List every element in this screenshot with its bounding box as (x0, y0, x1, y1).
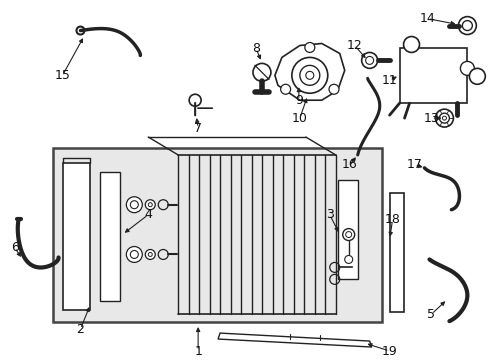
Text: 15: 15 (55, 69, 70, 82)
Circle shape (468, 68, 484, 84)
Text: 5: 5 (427, 308, 435, 321)
Text: 11: 11 (381, 74, 397, 87)
Circle shape (252, 63, 270, 81)
Bar (100, 172, 120, 301)
Text: 8: 8 (251, 42, 260, 55)
Bar (337, 180, 357, 279)
Text: 6: 6 (11, 241, 19, 254)
Text: 18: 18 (384, 213, 400, 226)
Circle shape (328, 84, 338, 94)
Text: 14: 14 (419, 12, 434, 25)
Bar (399, 49, 467, 103)
Text: 9: 9 (294, 94, 302, 107)
Circle shape (291, 58, 327, 93)
Bar (52, 148, 381, 322)
Text: 17: 17 (406, 158, 422, 171)
Polygon shape (274, 44, 344, 100)
Circle shape (126, 197, 142, 213)
Circle shape (457, 17, 475, 35)
Polygon shape (218, 333, 371, 347)
Bar (389, 193, 403, 312)
Text: 7: 7 (194, 122, 202, 135)
Circle shape (304, 42, 314, 53)
Circle shape (403, 36, 419, 53)
Text: 19: 19 (381, 345, 397, 357)
Text: 2: 2 (77, 323, 84, 336)
Circle shape (435, 109, 452, 127)
Circle shape (280, 84, 290, 94)
Circle shape (145, 200, 155, 210)
Circle shape (361, 53, 377, 68)
Circle shape (189, 94, 201, 106)
Text: 13: 13 (423, 112, 438, 125)
Text: 4: 4 (144, 208, 152, 221)
Circle shape (459, 62, 473, 75)
Circle shape (342, 229, 354, 240)
Text: 10: 10 (291, 112, 307, 125)
Text: 3: 3 (325, 208, 333, 221)
Text: 16: 16 (341, 158, 357, 171)
Text: 12: 12 (346, 39, 362, 52)
Text: 1: 1 (194, 345, 202, 357)
Circle shape (145, 249, 155, 260)
Circle shape (126, 247, 142, 262)
Bar (62, 163, 90, 310)
